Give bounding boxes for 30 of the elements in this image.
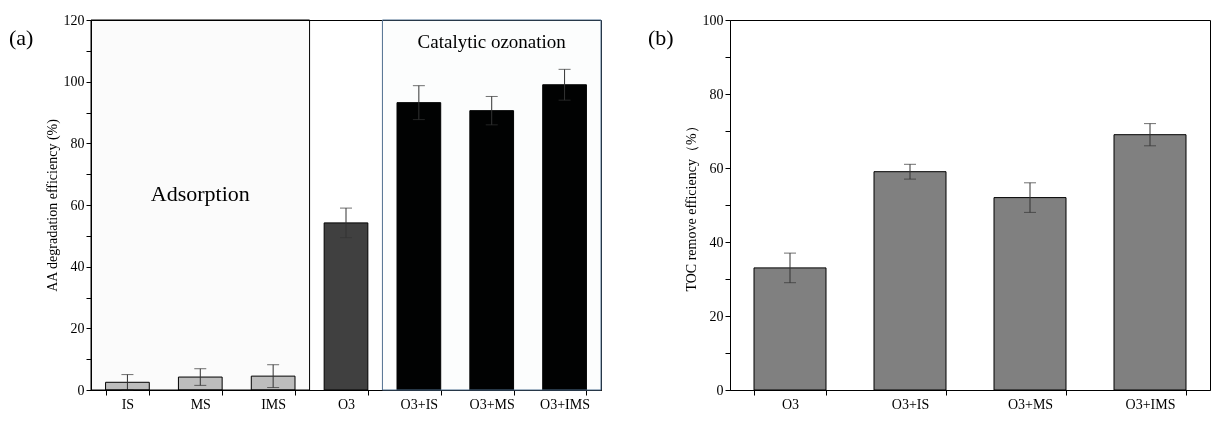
x-tick-label: O3+MS: [1007, 396, 1054, 412]
y-tick-label: 100: [63, 74, 85, 90]
y-tick-label: 40: [70, 259, 85, 275]
y-tick-label: 100: [702, 12, 724, 28]
text: (a): [9, 25, 34, 50]
y-axis-title: TOC remove efficiency（%）: [683, 119, 699, 292]
y-tick-label: 20: [70, 320, 85, 336]
y-tick-label: 120: [63, 12, 85, 28]
y-tick-label: 60: [709, 160, 724, 176]
x-tick-label: IS: [121, 396, 135, 412]
x-tick-label: IMS: [261, 396, 287, 412]
y-tick-label: 80: [70, 135, 85, 151]
band-label: Catalytic ozonation: [417, 31, 567, 53]
band-label: Adsorption: [150, 180, 250, 206]
x-tick-label: O3+IS: [891, 396, 930, 412]
y-tick-label: 20: [709, 308, 724, 324]
y-axis-title: AA degradation efficiency (%): [44, 118, 61, 292]
x-tick-label: O3+MS: [469, 396, 515, 412]
y-tick-label: 0: [77, 382, 85, 398]
y-tick-label: 80: [709, 86, 724, 102]
x-tick-label: O3+IMS: [1125, 396, 1176, 412]
x-tick-label: MS: [190, 396, 211, 412]
x-tick-label: O3+IS: [400, 396, 439, 412]
x-tick-label: O3: [337, 396, 356, 412]
y-tick-label: 60: [70, 197, 85, 213]
text: (b): [648, 25, 674, 50]
x-tick-label: O3: [781, 396, 800, 412]
y-tick-label: 40: [709, 234, 724, 250]
x-tick-label: O3+IMS: [540, 396, 591, 412]
y-tick-label: 0: [716, 382, 724, 398]
